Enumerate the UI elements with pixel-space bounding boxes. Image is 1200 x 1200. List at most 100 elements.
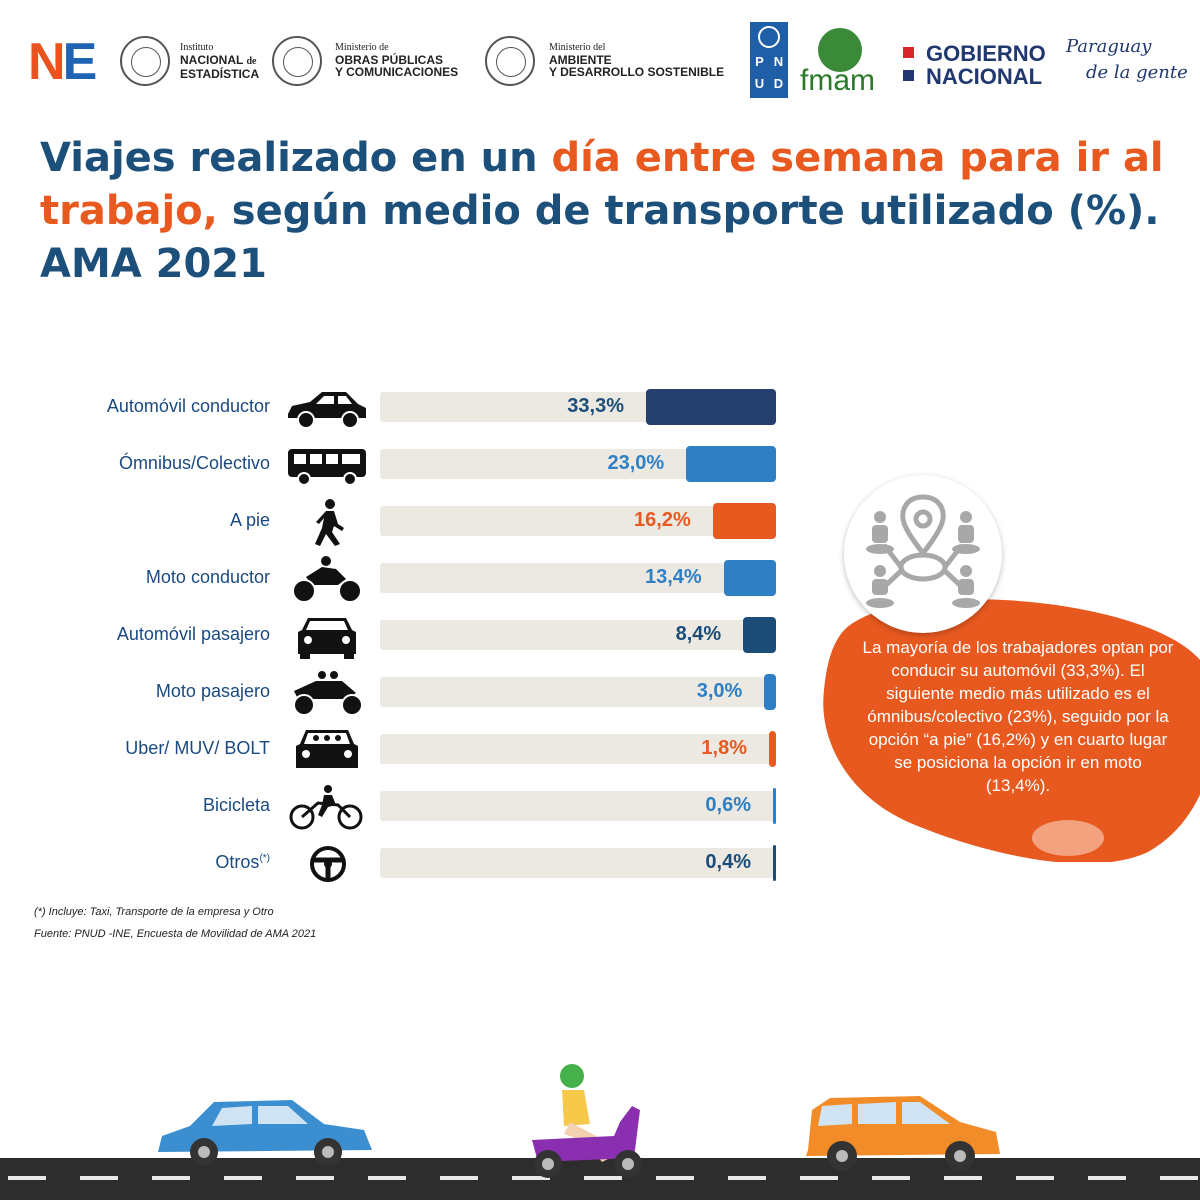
- bar-track: 0,4%: [380, 845, 776, 881]
- footnote-mark: (*): [259, 853, 270, 864]
- bar: [686, 446, 776, 482]
- mopc-line3: Y COMUNICACIONES: [335, 65, 459, 79]
- bicycle-icon: [286, 783, 368, 831]
- bar-track: 13,4%: [380, 560, 776, 596]
- road-dash: [368, 1176, 406, 1180]
- mopc-name: Ministerio de OBRAS PÚBLICAS Y COMUNICAC…: [335, 42, 458, 78]
- bar-track: 3,0%: [380, 674, 776, 710]
- paraguay-de-la-gente-logo: Paraguay de la gente: [1066, 34, 1188, 86]
- bar: [764, 674, 776, 710]
- paraguay-seal-icon: [120, 36, 170, 86]
- bar-track: 16,2%: [380, 503, 776, 539]
- mades-line2: AMBIENTE: [549, 53, 612, 67]
- gobierno-red-square-icon: [903, 47, 914, 58]
- title-part1: Viajes realizado en un: [40, 135, 552, 181]
- category-label: Ómnibus/Colectivo: [118, 453, 270, 473]
- road-dash: [152, 1176, 190, 1180]
- pnud-letter: U: [754, 76, 765, 91]
- fmam-logo-text: fmam: [800, 64, 875, 97]
- walking-person-icon: [286, 498, 368, 546]
- pnud-logo: P N U D: [750, 22, 788, 98]
- orange-minivan-illustration: [806, 1096, 1000, 1171]
- paraguay-seal-icon: [485, 36, 535, 86]
- steering-wheel-icon: [286, 840, 368, 888]
- title-part3: según medio de transporte utilizado (%).…: [40, 188, 1160, 287]
- bar: [773, 788, 776, 824]
- category-label: Automóvil conductor: [106, 396, 270, 416]
- paraguay-line1: Paraguay: [1066, 36, 1152, 57]
- category-label: Moto conductor: [145, 567, 270, 587]
- road-dash: [872, 1176, 910, 1180]
- bar: [723, 560, 776, 596]
- road-dash: [80, 1176, 118, 1180]
- title-highlight: día entre semana para ir al trabajo,: [40, 135, 1164, 234]
- scooter-rider-illustration: [532, 1064, 642, 1178]
- pnud-letter: D: [773, 76, 784, 91]
- bar-track: 8,4%: [380, 617, 776, 653]
- un-emblem-icon: [758, 26, 780, 48]
- motorcycle-passenger-icon: [286, 669, 368, 717]
- road-dash: [728, 1176, 766, 1180]
- paraguay-line2: de la gente: [1086, 62, 1188, 83]
- ine-name: Instituto NACIONAL de ESTADÍSTICA: [180, 42, 259, 80]
- value-label: 8,4%: [675, 623, 722, 645]
- mopc-line1: Ministerio de: [335, 42, 389, 53]
- bar-track: 0,6%: [380, 788, 776, 824]
- mades-line3: Y DESARROLLO SOSTENIBLE: [549, 65, 725, 79]
- callout-text: La mayoría de los trabajadores optan por…: [862, 638, 1174, 795]
- bar: [646, 389, 776, 425]
- bar: [773, 845, 776, 881]
- blue-sedan-illustration: [158, 1100, 372, 1166]
- bar: [768, 731, 776, 767]
- car-icon: [286, 384, 368, 432]
- value-label: 1,8%: [701, 737, 747, 759]
- bar-track: 1,8%: [380, 731, 776, 767]
- bus-icon: [286, 441, 368, 489]
- category-label: Automóvil pasajero: [116, 624, 270, 644]
- road-dash: [584, 1176, 622, 1180]
- ine-line2: NACIONAL: [180, 53, 244, 67]
- callout-icon-circle: [844, 475, 1002, 633]
- road-dash: [8, 1176, 46, 1180]
- mopc-line2: OBRAS PÚBLICAS: [335, 53, 444, 67]
- gobierno-line1: GOBIERNO: [926, 41, 1046, 66]
- ine-line3: ESTADÍSTICA: [180, 67, 260, 81]
- road-dash: [1160, 1176, 1198, 1180]
- bar-track: 33,3%: [380, 389, 776, 425]
- ine-line2-de: de: [246, 56, 257, 67]
- category-label: Otros(*): [215, 852, 270, 872]
- road-dash: [1088, 1176, 1126, 1180]
- location-network-icon: [866, 494, 980, 608]
- transport-bar-chart: Automóvil conductor 33,3% Ómnibus/Colectiv…: [0, 370, 800, 890]
- ine-line1: Instituto: [180, 42, 214, 53]
- category-label: A pie: [229, 510, 270, 530]
- pnud-letter: P: [755, 54, 764, 69]
- motorcycle-icon: [286, 555, 368, 603]
- value-label: 0,4%: [705, 851, 751, 873]
- gobierno-nacional-logo: GOBIERNO NACIONAL: [926, 42, 1046, 88]
- road-dash: [440, 1176, 478, 1180]
- fmam-globe-icon: [818, 28, 862, 72]
- road-dash: [224, 1176, 262, 1180]
- callout-blob: [823, 599, 1200, 862]
- road-dash: [800, 1176, 838, 1180]
- mades-line1: Ministerio del: [549, 42, 606, 53]
- ine-logo: NE: [28, 33, 97, 91]
- bar: [712, 503, 776, 539]
- bar-track: 23,0%: [380, 446, 776, 482]
- value-label: 0,6%: [705, 794, 751, 816]
- pnud-letter: N: [773, 54, 784, 69]
- paraguay-seal-icon: [272, 36, 322, 86]
- car-front-icon: [286, 612, 368, 660]
- mades-name: Ministerio del AMBIENTE Y DESARROLLO SOS…: [549, 42, 724, 78]
- road-dash: [296, 1176, 334, 1180]
- value-label: 33,3%: [567, 395, 624, 417]
- source-note: Fuente: PNUD -INE, Encuesta de Movilidad…: [34, 928, 317, 940]
- road-dash: [1016, 1176, 1054, 1180]
- value-label: 16,2%: [634, 509, 691, 531]
- bar: [743, 617, 776, 653]
- category-label: Bicicleta: [202, 795, 270, 815]
- value-label: 3,0%: [696, 680, 743, 702]
- gobierno-line2: NACIONAL: [926, 64, 1043, 89]
- taxi-app-car-icon: [286, 726, 368, 774]
